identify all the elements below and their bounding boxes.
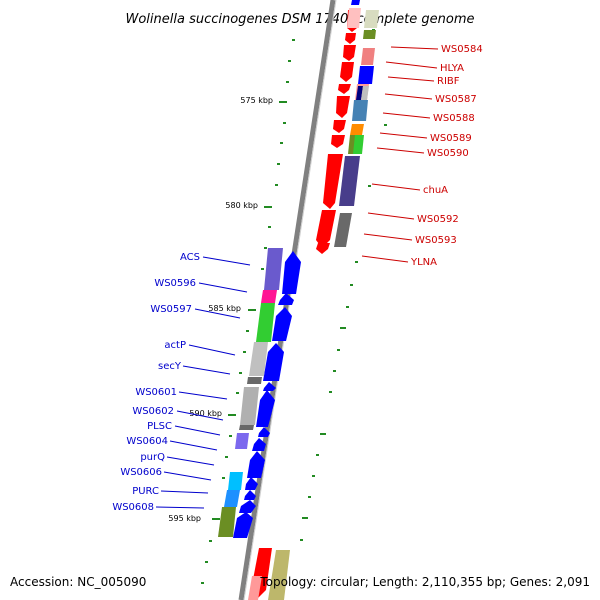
gene-arrow xyxy=(263,382,276,391)
gene-arrow xyxy=(345,33,356,44)
gene-label: YLNA xyxy=(410,257,437,268)
gene-label: WS0602 xyxy=(132,406,174,417)
gene-label: WS0590 xyxy=(427,148,469,159)
gene-label: WS0593 xyxy=(415,235,457,246)
gene-arrow xyxy=(336,96,350,118)
gene-arrow xyxy=(256,390,275,427)
left-domain-blocks xyxy=(218,248,283,537)
gene-label: actP xyxy=(164,340,186,351)
gene-arrow xyxy=(272,307,292,341)
gene-arrow xyxy=(343,45,356,61)
gene-label: WS0604 xyxy=(126,436,168,447)
gene-label: PLSC xyxy=(147,421,172,432)
genome-summary-text: Topology: circular; Length: 2,110,355 bp… xyxy=(259,575,590,589)
accession-text: Accession: NC_005090 xyxy=(10,575,146,589)
gene-label: RIBF xyxy=(437,76,460,87)
gene-label: HLYA xyxy=(440,63,464,74)
gene-label: PURC xyxy=(132,486,159,497)
gene-arrow xyxy=(244,490,256,500)
scale-label: 575 kbp xyxy=(240,96,273,105)
right-domain-blocks xyxy=(268,8,379,600)
gene-arrow xyxy=(340,62,354,82)
scale-ticks xyxy=(201,29,387,584)
gene-arrow xyxy=(323,154,343,209)
gene-arrow xyxy=(233,512,253,538)
gene-label: WS0589 xyxy=(430,133,472,144)
gene-label: WS0597 xyxy=(150,304,192,315)
gene-label: WS0606 xyxy=(120,467,162,478)
gene-label: WS0601 xyxy=(135,387,177,398)
scale-label: 585 kbp xyxy=(208,304,241,313)
map-title: Wolinella succinogenes DSM 1740, complet… xyxy=(125,12,474,27)
gene-label: WS0596 xyxy=(154,278,196,289)
gene-label: WS0608 xyxy=(112,502,154,513)
gene-label: WS0588 xyxy=(433,113,475,124)
gene-arrow xyxy=(263,343,284,381)
gene-label: WS0592 xyxy=(417,214,459,225)
gene-arrow xyxy=(282,251,301,294)
gene-arrow xyxy=(316,243,330,254)
gene-arrow xyxy=(247,451,265,478)
gene-label: secY xyxy=(158,361,182,372)
scale-labels: 575 kbp 580 kbp 585 kbp 590 kbp 595 kbp xyxy=(168,96,273,523)
gene-arrow xyxy=(258,427,270,437)
gene-arrow xyxy=(316,210,336,248)
gene-label: purQ xyxy=(140,452,165,463)
gene-label: ACS xyxy=(180,252,200,263)
forward-strand-genes xyxy=(233,251,301,538)
gene-label: WS0584 xyxy=(441,44,483,55)
gene-arrow xyxy=(278,293,294,305)
gene-arrow xyxy=(351,0,360,5)
scale-label: 595 kbp xyxy=(168,514,201,523)
gene-arrow xyxy=(331,135,345,148)
gene-arrow xyxy=(333,120,346,133)
gene-arrow xyxy=(248,576,262,600)
gene-arrow xyxy=(252,438,266,451)
right-gene-labels: WS0584 HLYA RIBF WS0587 WS0588 WS0589 WS… xyxy=(361,44,483,268)
gene-arrow xyxy=(245,477,258,490)
gene-arrow xyxy=(338,84,351,94)
scale-label: 590 kbp xyxy=(189,409,222,418)
left-gene-labels: ACS WS0596 WS0597 actP secY WS0601 WS060… xyxy=(112,252,251,513)
gene-label: chuA xyxy=(423,185,448,196)
scale-label: 580 kbp xyxy=(225,201,258,210)
gene-label: WS0587 xyxy=(435,94,477,105)
gene-arrow xyxy=(239,500,256,513)
